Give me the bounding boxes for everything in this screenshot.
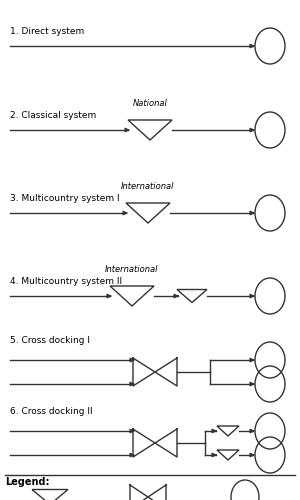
Text: Legend:: Legend: bbox=[5, 477, 50, 487]
Text: 1. Direct system: 1. Direct system bbox=[10, 27, 84, 36]
Text: 4. Multicountry system II: 4. Multicountry system II bbox=[10, 277, 122, 286]
Text: National: National bbox=[133, 99, 167, 108]
Text: International: International bbox=[105, 265, 159, 274]
Text: 2. Classical system: 2. Classical system bbox=[10, 111, 96, 120]
Text: 6. Cross docking II: 6. Cross docking II bbox=[10, 407, 93, 416]
Text: 5. Cross docking I: 5. Cross docking I bbox=[10, 336, 90, 345]
Text: International: International bbox=[121, 182, 175, 191]
Text: 3. Multicountry system I: 3. Multicountry system I bbox=[10, 194, 120, 203]
